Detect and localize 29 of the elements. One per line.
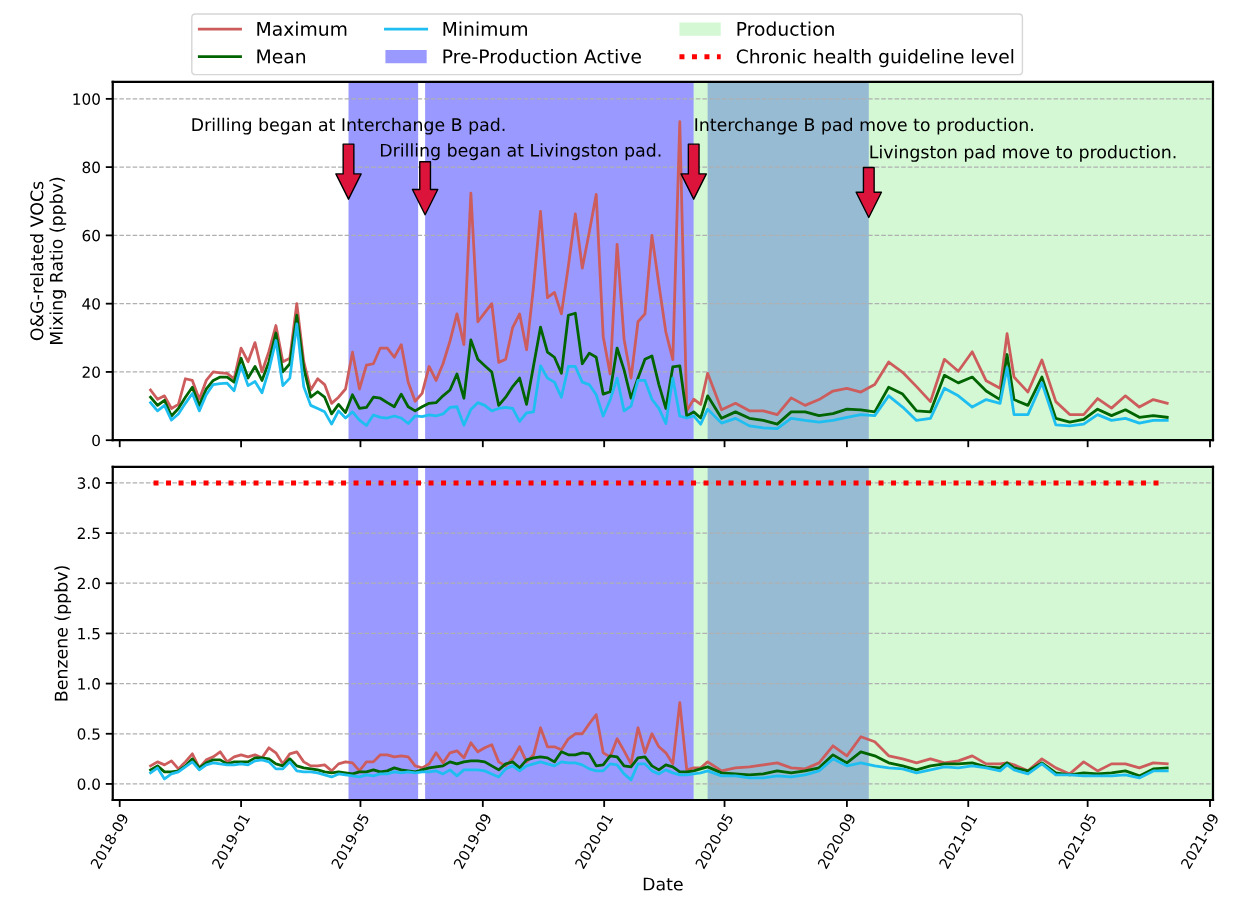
legend-label: Minimum <box>443 21 527 36</box>
line-series <box>149 701 1169 776</box>
y-tick-label: 60 <box>82 229 100 242</box>
y-tick-label: 100 <box>73 93 100 105</box>
y-tick-label: 0.0 <box>77 778 100 790</box>
annotation: Drilling began at Interchange B pad. <box>192 117 505 135</box>
annotation: Interchange B pad move to production. <box>695 117 1033 135</box>
y-axis-title: O&G-related VOCs Mixing Ratio (ppbv) <box>29 177 67 344</box>
y-tick-label: 3.0 <box>77 477 100 489</box>
legend-label: Pre-Production Active <box>443 48 641 64</box>
legend-label: Maximum <box>257 21 347 36</box>
y-tick-label: 40 <box>82 298 100 310</box>
y-tick-label: 1.5 <box>78 628 100 640</box>
annotation: Drilling began at Livingston pad. <box>380 143 661 161</box>
y-tick-label: 0 <box>92 434 100 447</box>
y-axis-title: Benzene (ppbv) <box>54 566 72 701</box>
legend-label: Production <box>737 21 834 36</box>
line-series <box>149 750 1169 778</box>
y-tick-label: 2.5 <box>77 527 100 540</box>
y-tick-label: 1.0 <box>78 678 100 690</box>
y-tick-label: 80 <box>82 161 100 174</box>
annotation: Livingston pad move to production. <box>870 145 1176 162</box>
y-tick-label: 2.0 <box>77 577 100 590</box>
y-tick-label: 0.5 <box>77 728 100 740</box>
legend-label: Chronic health guideline level <box>736 48 1014 68</box>
line-series <box>149 757 1169 782</box>
x-axis-title: Date <box>643 877 683 891</box>
legend-label: Mean <box>257 49 306 64</box>
y-tick-label: 20 <box>82 366 100 378</box>
